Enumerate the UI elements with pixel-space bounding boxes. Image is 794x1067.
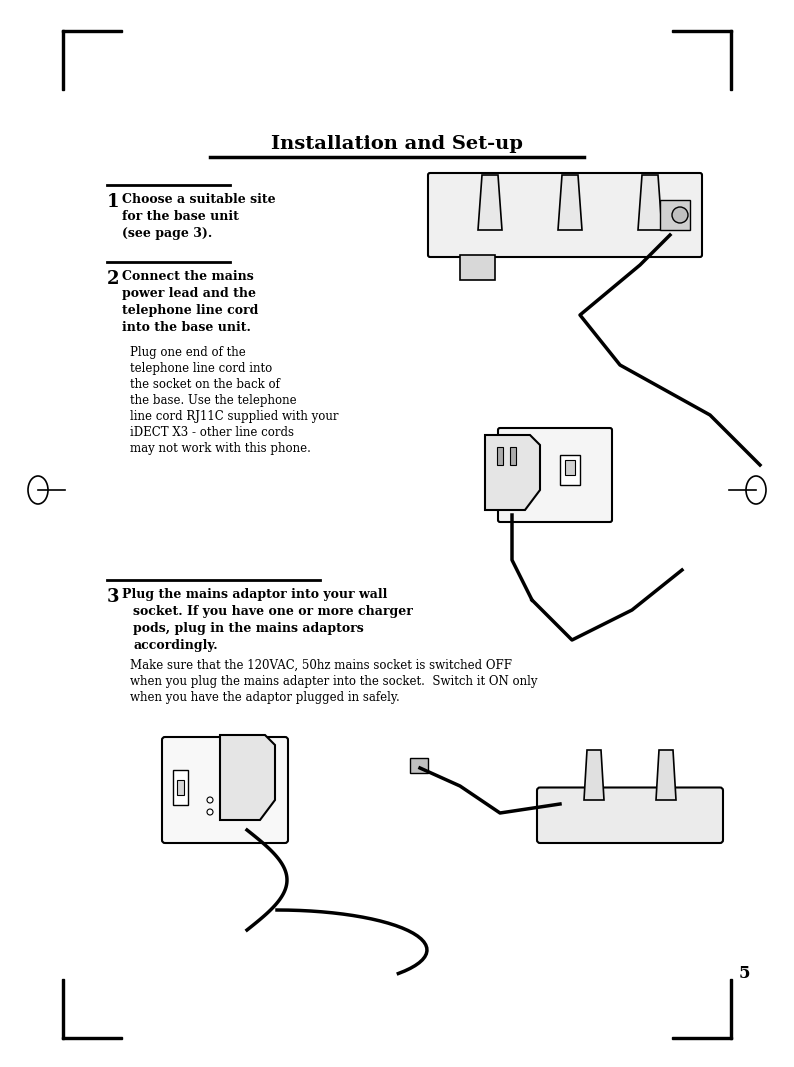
FancyBboxPatch shape	[162, 737, 288, 843]
Bar	[62, 30, 64, 90]
Text: 5: 5	[738, 965, 750, 982]
Text: pods, plug in the mains adaptors: pods, plug in the mains adaptors	[133, 622, 364, 635]
Bar	[62, 980, 64, 1039]
Text: iDECT X3 - other line cords: iDECT X3 - other line cords	[130, 426, 294, 439]
Polygon shape	[485, 435, 540, 510]
Text: (see page 3).: (see page 3).	[122, 227, 212, 240]
Text: Make sure that the 120VAC, 50hz mains socket is switched OFF: Make sure that the 120VAC, 50hz mains so…	[130, 659, 512, 672]
Bar	[410, 758, 428, 773]
Circle shape	[672, 207, 688, 223]
Bar	[62, 1037, 122, 1039]
Text: Plug one end of the: Plug one end of the	[130, 346, 246, 359]
Text: telephone line cord: telephone line cord	[122, 304, 258, 317]
Bar	[497, 447, 503, 465]
Bar	[672, 30, 732, 32]
Bar	[528, 453, 534, 465]
Text: the base. Use the telephone: the base. Use the telephone	[130, 394, 297, 407]
Text: Plug the mains adaptor into your wall: Plug the mains adaptor into your wall	[122, 588, 387, 601]
Text: when you plug the mains adapter into the socket.  Switch it ON only: when you plug the mains adapter into the…	[130, 675, 538, 688]
Polygon shape	[656, 750, 676, 800]
Text: the socket on the back of: the socket on the back of	[130, 378, 279, 391]
Text: 3: 3	[107, 588, 120, 606]
Text: power lead and the: power lead and the	[122, 287, 256, 300]
Text: line cord RJ11C supplied with your: line cord RJ11C supplied with your	[130, 410, 338, 423]
Bar	[672, 1037, 732, 1039]
Text: for the base unit: for the base unit	[122, 210, 239, 223]
Bar	[62, 30, 122, 32]
Polygon shape	[478, 175, 502, 230]
Text: may not work with this phone.: may not work with this phone.	[130, 442, 311, 455]
Circle shape	[207, 797, 213, 803]
Text: accordingly.: accordingly.	[133, 639, 218, 652]
Polygon shape	[220, 735, 275, 821]
Text: into the base unit.: into the base unit.	[122, 321, 251, 334]
Bar	[560, 455, 580, 485]
Text: Installation and Set-up: Installation and Set-up	[271, 136, 523, 153]
Polygon shape	[584, 750, 604, 800]
Circle shape	[207, 809, 213, 815]
Polygon shape	[460, 255, 495, 280]
FancyBboxPatch shape	[428, 173, 702, 257]
FancyBboxPatch shape	[498, 428, 612, 522]
Text: Connect the mains: Connect the mains	[122, 270, 254, 283]
Bar	[510, 447, 516, 465]
Text: 2: 2	[107, 270, 120, 288]
Text: Choose a suitable site: Choose a suitable site	[122, 193, 276, 206]
FancyBboxPatch shape	[537, 787, 723, 843]
Text: when you have the adaptor plugged in safely.: when you have the adaptor plugged in saf…	[130, 691, 399, 704]
Polygon shape	[558, 175, 582, 230]
Bar	[177, 780, 184, 795]
Text: socket. If you have one or more charger: socket. If you have one or more charger	[133, 605, 413, 618]
Polygon shape	[638, 175, 662, 230]
Bar	[173, 770, 188, 805]
Bar	[730, 30, 732, 90]
Bar	[565, 460, 575, 475]
Bar	[730, 980, 732, 1039]
Bar	[660, 200, 690, 230]
Text: telephone line cord into: telephone line cord into	[130, 362, 272, 375]
Text: 1: 1	[107, 193, 120, 211]
Bar	[515, 453, 521, 465]
